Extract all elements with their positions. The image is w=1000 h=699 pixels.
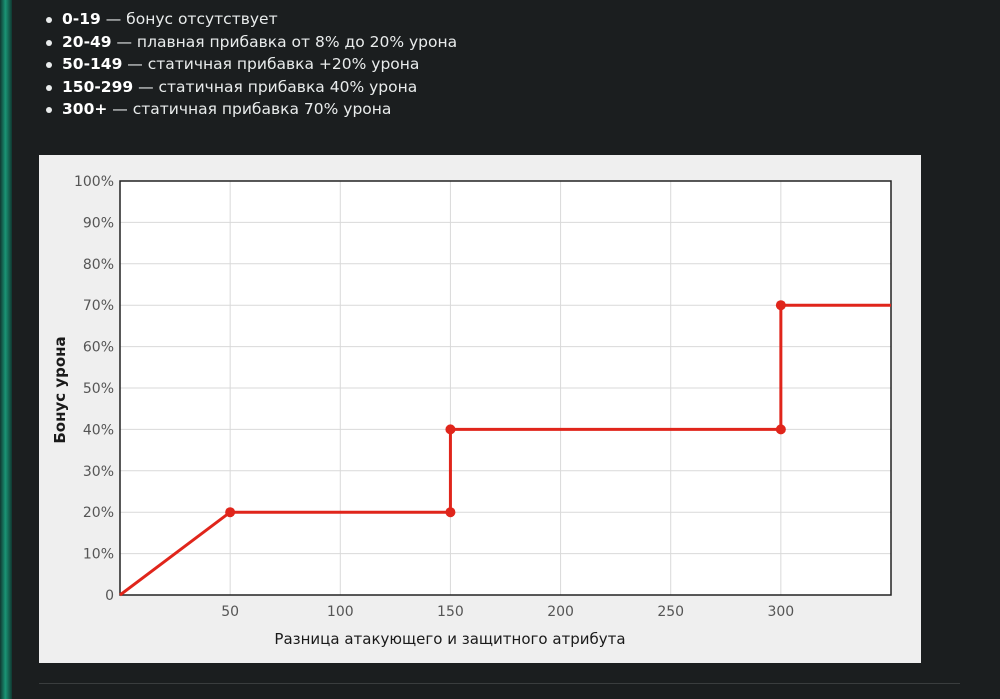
x-tick-label: 200 <box>547 604 574 620</box>
data-point <box>775 300 786 311</box>
damage-bonus-chart: 0 10% 20% 30% 40% 50% 60% 70% 80% 90% 100% 50 100 15… <box>51 174 892 648</box>
x-tick-label: 100 <box>327 604 354 620</box>
range-description: — статичная прибавка +20% урона <box>122 55 420 73</box>
x-tick-label: 150 <box>437 604 464 620</box>
chart-card: 0 10% 20% 30% 40% 50% 60% 70% 80% 90% 100% 50 100 15… <box>39 155 921 663</box>
data-point <box>775 424 786 435</box>
side-accent-bar <box>0 0 12 699</box>
data-point <box>445 424 456 435</box>
range-description: — плавная прибавка от 8% до 20% урона <box>111 32 458 51</box>
y-axis-ticks: 0 10% 20% 30% 40% 50% 60% 70% 80% 90% 100% <box>74 174 114 604</box>
plot-frame <box>119 180 892 596</box>
footer-divider <box>39 683 960 684</box>
data-point <box>445 507 456 518</box>
y-tick-label: 10% <box>83 547 114 563</box>
y-tick-label: 80% <box>83 257 114 273</box>
bullet-dot <box>46 17 52 23</box>
list-item: 20-49 — плавная прибавка от 8% до 20% ур… <box>44 31 457 54</box>
range-label: 300+ <box>62 100 108 118</box>
data-point <box>225 507 236 518</box>
y-tick-label: 90% <box>83 215 114 231</box>
bullet-dot <box>46 62 52 68</box>
x-axis-label: Разница атакующего и защитного атрибута <box>274 630 625 648</box>
range-label: 20-49 <box>62 32 112 51</box>
range-label: 50-149 <box>62 55 123 73</box>
range-description: — статичная прибавка 70% урона <box>107 100 392 118</box>
range-description: — статичная прибавка 40% урона <box>133 77 418 96</box>
range-label: 150-299 <box>62 77 134 96</box>
y-tick-label: 70% <box>83 298 114 314</box>
x-axis-ticks: 50 100 150 200 250 300 <box>221 604 794 620</box>
bonus-list: 0-19 — бонус отсутствует 20-49 — плавная… <box>44 8 457 121</box>
y-tick-label: 20% <box>83 505 114 521</box>
bullet-dot <box>46 107 52 113</box>
x-tick-label: 50 <box>221 604 239 620</box>
y-tick-label: 0 <box>105 588 114 604</box>
x-tick-label: 300 <box>767 604 794 620</box>
range-description: — бонус отсутствует <box>100 10 278 28</box>
y-tick-label: 100% <box>74 174 114 190</box>
y-axis-label: Бонус урона <box>51 336 69 443</box>
grid <box>119 180 892 596</box>
list-item: 300+ — статичная прибавка 70% урона <box>44 98 457 121</box>
list-item: 50-149 — статичная прибавка +20% урона <box>44 53 457 76</box>
series-layer <box>119 300 891 597</box>
range-label: 0-19 <box>62 10 101 28</box>
bullet-dot <box>46 84 52 91</box>
y-tick-label: 40% <box>83 422 114 438</box>
list-item: 0-19 — бонус отсутствует <box>44 8 457 31</box>
y-tick-label: 50% <box>83 381 114 397</box>
y-tick-label: 60% <box>83 340 114 356</box>
bullet-dot <box>46 39 52 46</box>
y-tick-label: 30% <box>83 464 114 480</box>
list-item: 150-299 — статичная прибавка 40% урона <box>44 76 457 99</box>
x-tick-label: 250 <box>657 604 684 620</box>
